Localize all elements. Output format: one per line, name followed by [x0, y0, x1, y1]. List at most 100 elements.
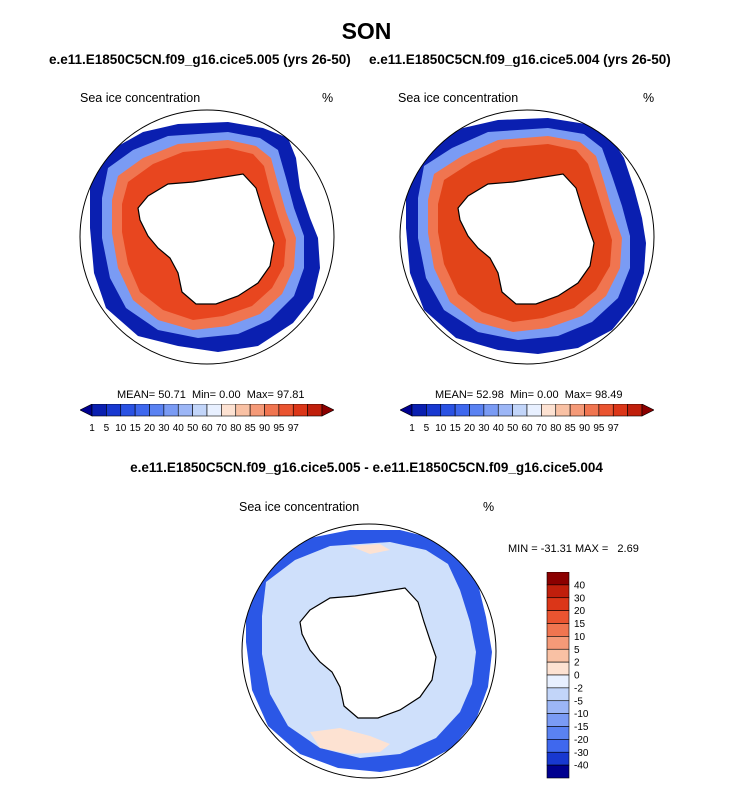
colorbar-box — [91, 404, 107, 417]
left-max-value: 97.81 — [276, 389, 305, 401]
colorbar-tick-label: -20 — [574, 735, 589, 746]
colorbar-box — [454, 404, 470, 417]
colorbar-box — [546, 636, 570, 650]
diff-sea-ice-map — [241, 523, 497, 779]
colorbar-tick-label: 60 — [521, 423, 533, 434]
colorbar-box — [546, 597, 570, 611]
colorbar-tick-label: 5 — [104, 423, 110, 434]
colorbar-tick-label: -30 — [574, 748, 589, 759]
colorbar-tick-label: -10 — [574, 709, 589, 720]
colorbar-tick-label: 80 — [230, 423, 242, 434]
colorbar-tick-label: -2 — [574, 683, 583, 694]
colorbar-box — [546, 726, 570, 740]
colorbar-tick-label: 10 — [435, 423, 447, 434]
colorbar-tick-label: 2 — [574, 658, 580, 669]
colorbar-tick-label: 95 — [273, 423, 285, 434]
colorbar-end-high — [641, 404, 654, 417]
left-mean-label: MEAN= — [117, 389, 156, 401]
colorbar-tick-label: 60 — [201, 423, 213, 434]
colorbar-end-low — [80, 404, 93, 417]
case-b-title: e.e11.E1850C5CN.f09_g16.cice5.004 (yrs 2… — [369, 52, 671, 67]
colorbar-box — [120, 404, 136, 417]
diff-minmax: MIN = -31.31 MAX = 2.69 — [508, 543, 639, 555]
colorbar-tick-label: 15 — [450, 423, 462, 434]
colorbar-box — [235, 404, 251, 417]
left-colorbar: 1 5 10 15 20 30 40 50 60 70 80 85 90 95 97 — [80, 404, 334, 434]
colorbar-tick-label: 15 — [130, 423, 142, 434]
colorbar-box — [526, 404, 542, 417]
diff-variable-label: Sea ice concentration — [239, 500, 360, 514]
colorbar-box — [546, 687, 570, 702]
antarctica-land — [137, 173, 275, 305]
colorbar-tick-label: 30 — [478, 423, 490, 434]
case-a-title: e.e11.E1850C5CN.f09_g16.cice5.005 (yrs 2… — [49, 52, 351, 67]
colorbar-tick-label: 30 — [574, 593, 586, 604]
colorbar-tick-label: 1 — [89, 423, 95, 434]
colorbar-tick-label: 15 — [574, 619, 586, 630]
right-mean-value: 52.98 — [476, 389, 504, 401]
colorbar-box — [546, 610, 570, 624]
colorbar-box — [546, 661, 570, 676]
right-sea-ice-map — [399, 109, 655, 365]
left-units-label: % — [322, 91, 334, 105]
colorbar-tick-label: 95 — [593, 423, 605, 434]
colorbar-tick-label: 50 — [507, 423, 519, 434]
colorbar-box — [440, 404, 456, 417]
left-variable-label: Sea ice concentration — [80, 91, 201, 105]
right-max-value: 98.49 — [594, 389, 623, 401]
colorbar-box — [221, 404, 237, 417]
colorbar-tick-label: 40 — [574, 580, 586, 591]
colorbar-box — [426, 404, 442, 417]
right-stats: MEAN= 52.98 Min= 0.00 Max= 98.49 — [435, 389, 623, 401]
antarctica-land — [299, 587, 437, 719]
colorbar-tick-label: 50 — [187, 423, 199, 434]
colorbar-tick-label: 10 — [574, 632, 586, 643]
colorbar-box — [627, 404, 643, 417]
right-variable-label: Sea ice concentration — [398, 91, 519, 105]
colorbar-box — [546, 572, 570, 586]
colorbar-box — [598, 404, 614, 417]
diff-positive-patch — [310, 728, 390, 754]
colorbar-end-high — [321, 404, 334, 417]
colorbar-box — [292, 404, 308, 417]
colorbar-box — [149, 404, 165, 417]
colorbar-box — [192, 404, 208, 417]
diff-title: e.e11.E1850C5CN.f09_g16.cice5.005 - e.e1… — [130, 460, 603, 475]
colorbar-box — [411, 404, 427, 417]
colorbar-box — [469, 404, 485, 417]
colorbar-tick-label: 5 — [424, 423, 430, 434]
right-min-value: 0.00 — [537, 389, 559, 401]
colorbar-tick-label: 70 — [536, 423, 548, 434]
colorbar-box — [546, 751, 570, 766]
right-min-label: Min= — [509, 389, 535, 401]
colorbar-tick-label: 85 — [245, 423, 257, 434]
antarctica-land — [457, 173, 595, 305]
colorbar-box — [546, 623, 570, 637]
colorbar-tick-label: 40 — [173, 423, 185, 434]
colorbar-tick-label: 1 — [409, 423, 415, 434]
colorbar-tick-label: 85 — [565, 423, 577, 434]
colorbar-box — [106, 404, 122, 417]
colorbar-box — [569, 404, 585, 417]
colorbar-tick-label: -5 — [574, 696, 583, 707]
diff-positive-patch-north — [350, 544, 390, 554]
colorbar-box — [555, 404, 571, 417]
colorbar-tick-label: -40 — [574, 761, 589, 772]
colorbar-tick-label: 20 — [464, 423, 476, 434]
colorbar-box — [541, 404, 557, 417]
colorbar-box — [584, 404, 600, 417]
colorbar-tick-label: 97 — [608, 423, 620, 434]
colorbar-box — [206, 404, 222, 417]
colorbar-tick-label: 0 — [574, 671, 580, 682]
colorbar-end-low — [400, 404, 413, 417]
left-min-value: 0.00 — [219, 389, 241, 401]
figure-title: SON — [341, 18, 392, 44]
colorbar-tick-label: 90 — [579, 423, 591, 434]
colorbar-box — [483, 404, 499, 417]
colorbar-box — [177, 404, 193, 417]
left-sea-ice-map — [79, 109, 335, 365]
diff-units-label: % — [483, 500, 495, 514]
colorbar-box — [546, 674, 570, 689]
colorbar-tick-label: 70 — [216, 423, 228, 434]
